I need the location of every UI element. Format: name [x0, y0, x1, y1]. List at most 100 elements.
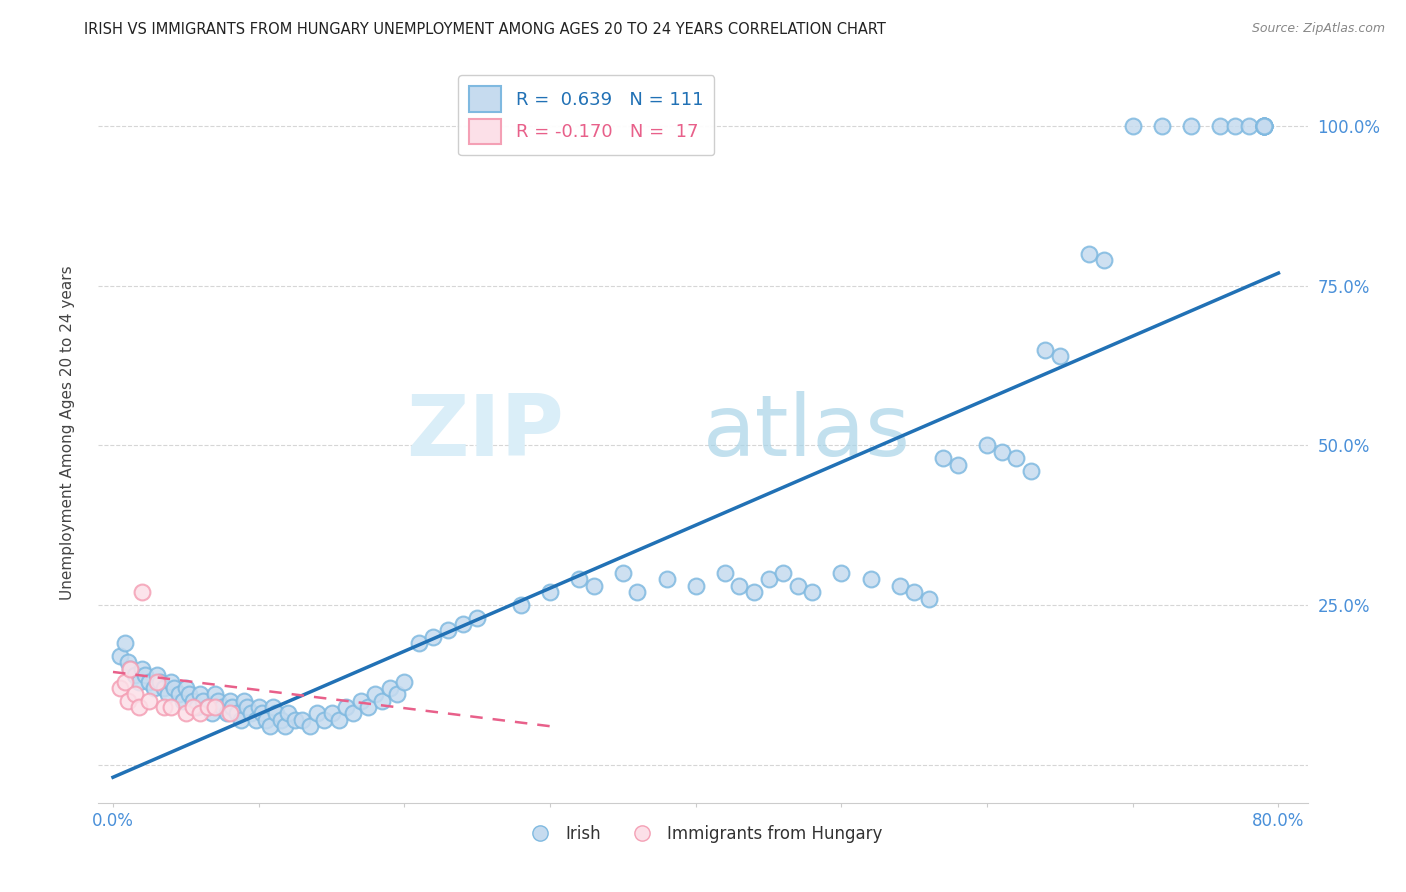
- Point: [298, 719, 321, 733]
- Y-axis label: Unemployment Among Ages 20 to 24 years: Unemployment Among Ages 20 to 24 years: [60, 265, 75, 600]
- Point: [211, 700, 233, 714]
- Point: [568, 573, 591, 587]
- Point: [120, 662, 142, 676]
- Point: [124, 687, 146, 701]
- Point: [259, 719, 281, 733]
- Point: [218, 694, 240, 708]
- Point: [231, 713, 253, 727]
- Point: [1253, 120, 1275, 134]
- Point: [110, 681, 132, 695]
- Point: [772, 566, 794, 580]
- Point: [138, 674, 160, 689]
- Point: [1253, 120, 1275, 134]
- Point: [946, 458, 969, 472]
- Point: [117, 656, 139, 670]
- Point: [284, 713, 307, 727]
- Point: [758, 573, 780, 587]
- Point: [197, 700, 219, 714]
- Point: [742, 585, 765, 599]
- Point: [197, 700, 219, 714]
- Legend: Irish, Immigrants from Hungary: Irish, Immigrants from Hungary: [516, 819, 890, 850]
- Point: [378, 681, 401, 695]
- Point: [1253, 120, 1275, 134]
- Point: [128, 700, 150, 714]
- Point: [157, 687, 180, 701]
- Point: [364, 687, 387, 701]
- Point: [342, 706, 364, 721]
- Point: [990, 444, 1012, 458]
- Point: [465, 610, 488, 624]
- Point: [1253, 120, 1275, 134]
- Point: [451, 617, 474, 632]
- Point: [291, 713, 314, 727]
- Point: [859, 573, 882, 587]
- Point: [1209, 120, 1232, 134]
- Point: [128, 674, 150, 689]
- Point: [538, 585, 561, 599]
- Point: [1253, 120, 1275, 134]
- Point: [138, 694, 160, 708]
- Point: [1092, 253, 1115, 268]
- Text: Source: ZipAtlas.com: Source: ZipAtlas.com: [1251, 22, 1385, 36]
- Point: [145, 668, 167, 682]
- Point: [1122, 120, 1144, 134]
- Point: [918, 591, 941, 606]
- Point: [160, 700, 183, 714]
- Point: [626, 585, 648, 599]
- Point: [976, 438, 998, 452]
- Point: [612, 566, 634, 580]
- Point: [124, 668, 146, 682]
- Point: [163, 681, 186, 695]
- Point: [903, 585, 925, 599]
- Point: [685, 579, 707, 593]
- Point: [350, 694, 373, 708]
- Point: [221, 700, 243, 714]
- Point: [215, 706, 238, 721]
- Point: [218, 706, 240, 721]
- Point: [186, 700, 208, 714]
- Point: [181, 700, 204, 714]
- Text: IRISH VS IMMIGRANTS FROM HUNGARY UNEMPLOYMENT AMONG AGES 20 TO 24 YEARS CORRELAT: IRISH VS IMMIGRANTS FROM HUNGARY UNEMPLO…: [84, 22, 886, 37]
- Point: [153, 681, 176, 695]
- Point: [134, 668, 156, 682]
- Point: [270, 713, 292, 727]
- Point: [1019, 464, 1042, 478]
- Point: [236, 700, 259, 714]
- Point: [204, 687, 226, 701]
- Point: [394, 674, 416, 689]
- Point: [225, 706, 247, 721]
- Point: [321, 706, 343, 721]
- Point: [582, 579, 605, 593]
- Point: [655, 573, 678, 587]
- Point: [1253, 120, 1275, 134]
- Point: [204, 700, 226, 714]
- Point: [1150, 120, 1173, 134]
- Point: [207, 694, 229, 708]
- Point: [254, 713, 277, 727]
- Point: [801, 585, 824, 599]
- Point: [181, 694, 204, 708]
- Point: [142, 681, 165, 695]
- Point: [247, 700, 270, 714]
- Point: [1253, 120, 1275, 134]
- Point: [160, 674, 183, 689]
- Point: [233, 694, 256, 708]
- Point: [153, 700, 176, 714]
- Point: [889, 579, 911, 593]
- Point: [172, 694, 194, 708]
- Point: [728, 579, 751, 593]
- Point: [1239, 120, 1261, 134]
- Point: [114, 636, 136, 650]
- Point: [117, 694, 139, 708]
- Point: [131, 662, 153, 676]
- Point: [167, 687, 190, 701]
- Point: [120, 662, 142, 676]
- Point: [932, 451, 955, 466]
- Point: [110, 648, 132, 663]
- Point: [1005, 451, 1028, 466]
- Point: [177, 687, 200, 701]
- Point: [714, 566, 737, 580]
- Point: [193, 694, 215, 708]
- Text: ZIP: ZIP: [406, 391, 564, 475]
- Point: [328, 713, 350, 727]
